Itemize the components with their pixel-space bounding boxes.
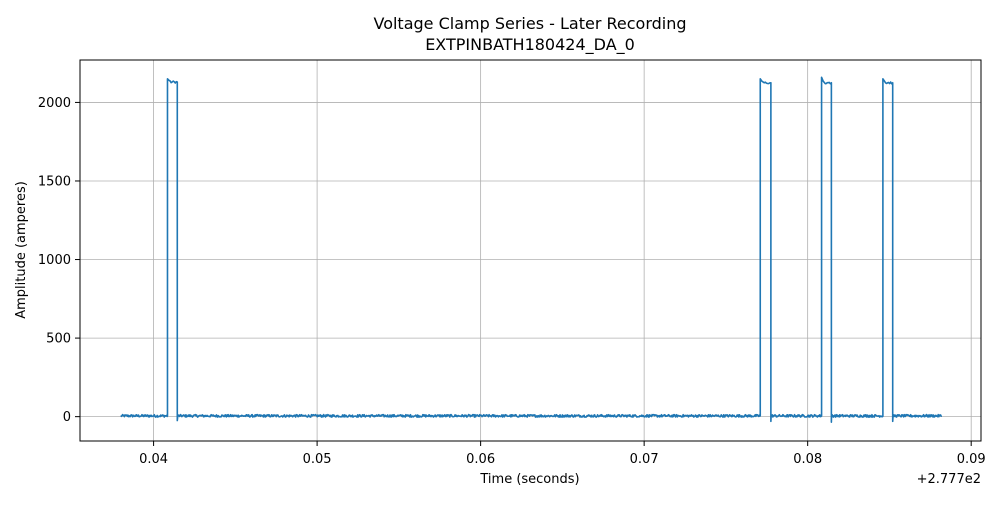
x-tick-label: 0.09 [957, 452, 986, 467]
y-tick-label: 0 [63, 410, 71, 425]
x-axis: 0.04 0.05 0.06 0.07 0.08 0.09 [139, 441, 986, 467]
x-tick-label: 0.05 [303, 452, 332, 467]
x-axis-offset-label: +2.777e2 [917, 472, 981, 487]
plot-frame [79, 59, 982, 442]
y-tick-label: 1500 [38, 174, 71, 189]
y-tick-label: 500 [46, 332, 71, 347]
x-tick-label: 0.06 [466, 452, 495, 467]
x-tick-label: 0.07 [630, 452, 659, 467]
x-axis-label: Time (seconds) [479, 472, 579, 487]
chart-subtitle: EXTPINBATH180424_DA_0 [425, 35, 635, 55]
y-tick-label: 1000 [38, 253, 71, 268]
series-line-group [120, 76, 943, 423]
x-tick-label: 0.08 [793, 452, 822, 467]
y-axis: 0 500 1000 1500 2000 [38, 96, 80, 425]
series-line [120, 76, 943, 423]
chart-title: Voltage Clamp Series - Later Recording [373, 14, 686, 33]
y-axis-label: Amplitude (amperes) [14, 181, 29, 319]
y-tick-label: 2000 [38, 96, 71, 111]
x-tick-label: 0.04 [139, 452, 168, 467]
